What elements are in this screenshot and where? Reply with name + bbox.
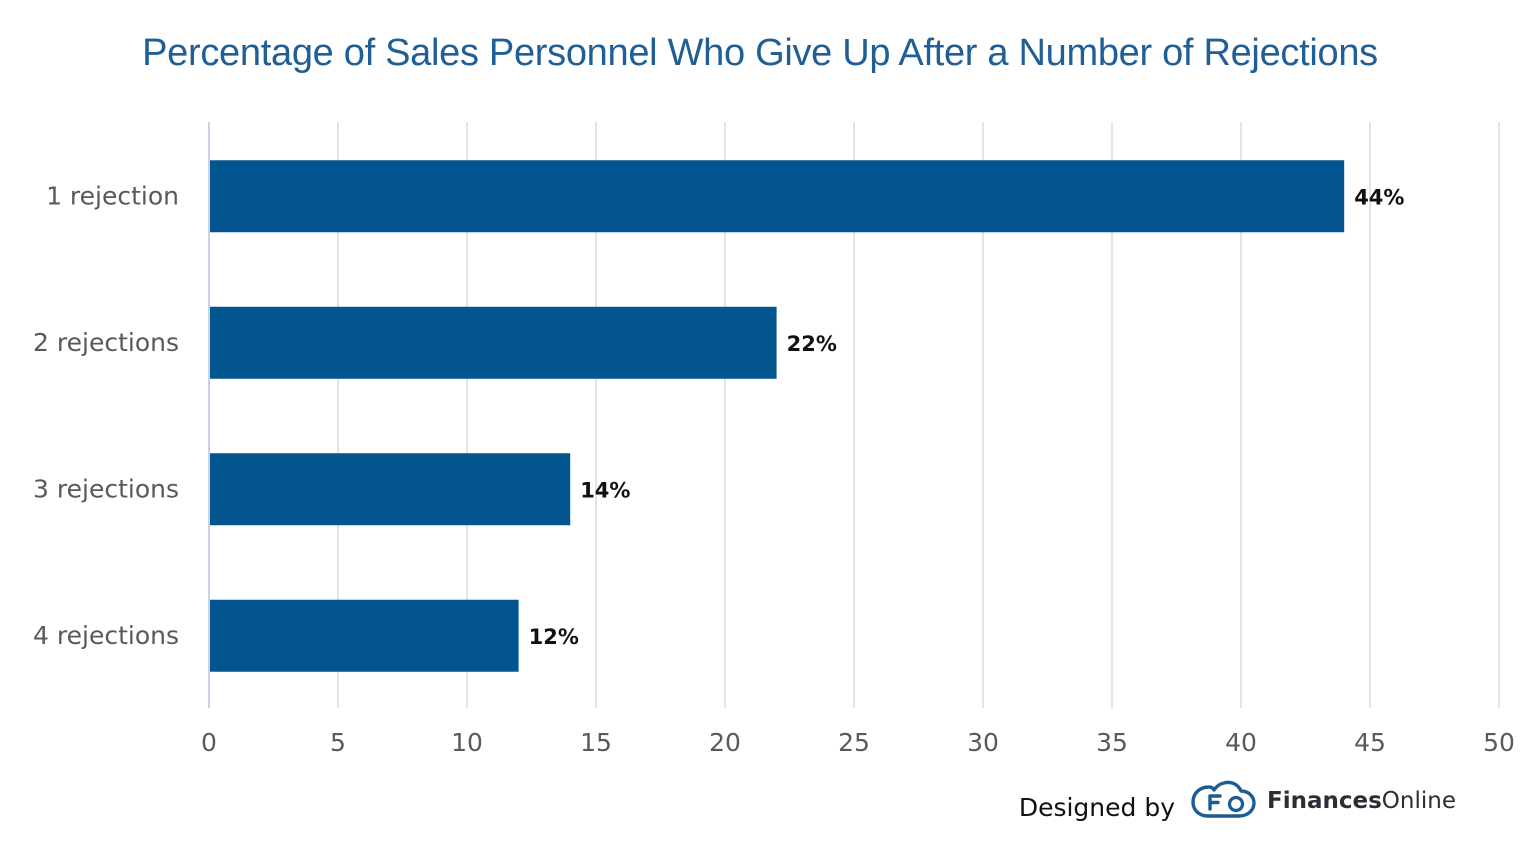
bar <box>210 453 571 526</box>
bar-value-label: 14% <box>580 478 630 502</box>
x-tick-label: 25 <box>838 728 870 757</box>
designed-by-text: Designed by <box>1018 792 1175 822</box>
brand-name: FinancesOnline <box>1267 788 1456 814</box>
category-label: 1 rejection <box>46 181 179 210</box>
x-tick-label: 5 <box>330 728 346 757</box>
category-label: 3 rejections <box>33 474 179 503</box>
bar-value-label: 44% <box>1354 185 1404 209</box>
x-axis-tick-labels: 0 5 10 15 20 25 30 35 40 45 50 <box>201 728 1515 757</box>
category-labels: 1 rejection 2 rejections 3 rejections 4 rej… <box>33 181 179 650</box>
bar-value-label: 12% <box>529 625 579 649</box>
x-tick-label: 15 <box>580 728 612 757</box>
category-label: 4 rejections <box>33 621 179 650</box>
bars <box>210 160 1345 672</box>
chart-title: Percentage of Sales Personnel Who Give U… <box>142 32 1378 74</box>
x-tick-label: 35 <box>1096 728 1128 757</box>
bar <box>210 306 777 379</box>
x-tick-label: 50 <box>1483 728 1515 757</box>
x-tick-label: 45 <box>1354 728 1386 757</box>
bar <box>210 599 519 672</box>
brand-name-strong: Finances <box>1267 788 1382 814</box>
data-labels: 44% 22% 14% 12% <box>529 185 1405 649</box>
x-tick-label: 10 <box>451 728 483 757</box>
x-tick-label: 20 <box>709 728 741 757</box>
brand-name-light: Online <box>1381 788 1456 814</box>
x-tick-label: 30 <box>967 728 999 757</box>
category-label: 2 rejections <box>33 328 179 357</box>
x-tick-label: 40 <box>1225 728 1257 757</box>
bar <box>210 160 1345 233</box>
financesonline-logo-icon <box>1191 780 1256 818</box>
x-tick-label: 0 <box>201 728 217 757</box>
designed-by-credit: Designed by FinancesOnline <box>1019 776 1456 826</box>
bar-value-label: 22% <box>787 332 837 356</box>
